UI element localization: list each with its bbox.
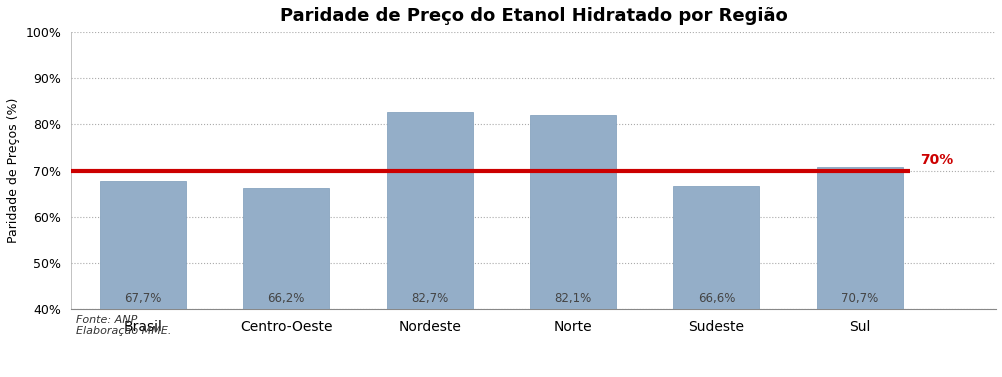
Text: 70%: 70%	[919, 153, 952, 167]
Bar	[529, 115, 615, 309]
Text: Fonte: ANP
Elaboração MME.: Fonte: ANP Elaboração MME.	[75, 315, 171, 336]
Text: 67,7%: 67,7%	[124, 293, 161, 305]
Text: 82,1%: 82,1%	[554, 293, 591, 305]
Bar	[816, 167, 902, 309]
Y-axis label: Paridade de Preços (%): Paridade de Preços (%)	[7, 98, 20, 243]
Title: Paridade de Preço do Etanol Hidratado por Região: Paridade de Preço do Etanol Hidratado po…	[280, 7, 787, 25]
Text: 66,2%: 66,2%	[268, 293, 305, 305]
Bar	[386, 112, 472, 309]
Bar	[672, 186, 759, 309]
Bar	[99, 181, 185, 309]
Text: 66,6%: 66,6%	[697, 293, 734, 305]
Text: 70,7%: 70,7%	[841, 293, 878, 305]
Bar	[242, 188, 329, 309]
Text: 82,7%: 82,7%	[411, 293, 448, 305]
